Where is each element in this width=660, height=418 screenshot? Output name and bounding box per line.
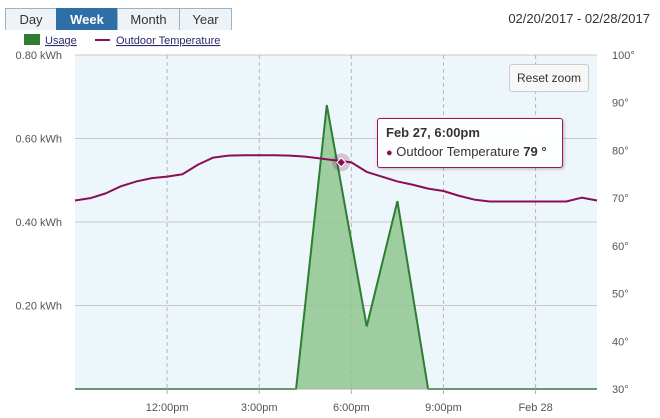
- x-tick-label: 6:00pm: [333, 402, 370, 414]
- tooltip-value: 79 °: [523, 144, 547, 159]
- tab-year[interactable]: Year: [179, 8, 232, 30]
- y-right-tick-label: 80°: [612, 145, 629, 157]
- y-left-tick-label: 0.40 kWh: [16, 217, 62, 229]
- tooltip-series-name: Outdoor Temperature: [396, 144, 520, 159]
- legend-swatch-usage: [24, 34, 40, 45]
- x-tick-label: Feb 28: [518, 402, 552, 414]
- x-tick-label: 12:00pm: [146, 402, 189, 414]
- y-right-tick-label: 100°: [612, 50, 635, 62]
- legend-label-temperature: Outdoor Temperature: [116, 35, 220, 47]
- y-right-tick-label: 60°: [612, 241, 629, 253]
- legend: Usage Outdoor Temperature: [24, 34, 220, 47]
- date-range: 02/20/2017 - 02/28/2017: [508, 11, 650, 26]
- highlight-diamond: [336, 157, 347, 168]
- highlight-marker: [332, 153, 351, 172]
- reset-zoom-button[interactable]: Reset zoom: [509, 64, 589, 92]
- y-axis-right: 30° 40° 50° 60° 70° 80° 90° 100°: [612, 50, 635, 396]
- legend-label-usage: Usage: [45, 35, 77, 47]
- legend-item-usage[interactable]: Usage: [24, 34, 77, 47]
- tab-month[interactable]: Month: [117, 8, 180, 30]
- legend-item-temperature[interactable]: Outdoor Temperature: [95, 35, 220, 47]
- data-tooltip: Feb 27, 6:00pm ● Outdoor Temperature 79 …: [377, 118, 563, 168]
- y-right-tick-label: 70°: [612, 193, 629, 205]
- view-tabs: Day Week Month Year: [5, 8, 232, 30]
- tab-week[interactable]: Week: [56, 8, 118, 30]
- usage-area: [75, 105, 597, 389]
- tooltip-series-dot-icon: ●: [386, 147, 393, 159]
- y-axis-left: 0.20 kWh 0.40 kWh 0.60 kWh 0.80 kWh: [16, 50, 62, 313]
- y-left-tick-label: 0.80 kWh: [16, 50, 62, 62]
- x-tick-label: 9:00pm: [425, 402, 462, 414]
- y-right-tick-label: 40°: [612, 336, 629, 348]
- x-tick-label: 3:00pm: [241, 402, 278, 414]
- y-left-tick-label: 0.20 kWh: [16, 301, 62, 313]
- y-right-tick-label: 50°: [612, 289, 629, 301]
- y-right-tick-label: 90°: [612, 98, 629, 110]
- tooltip-title: Feb 27, 6:00pm: [386, 125, 480, 140]
- y-left-tick-label: 0.60 kWh: [16, 134, 62, 146]
- y-right-tick-label: 30°: [612, 384, 629, 396]
- x-axis: 12:00pm 3:00pm 6:00pm 9:00pm Feb 28: [75, 388, 597, 414]
